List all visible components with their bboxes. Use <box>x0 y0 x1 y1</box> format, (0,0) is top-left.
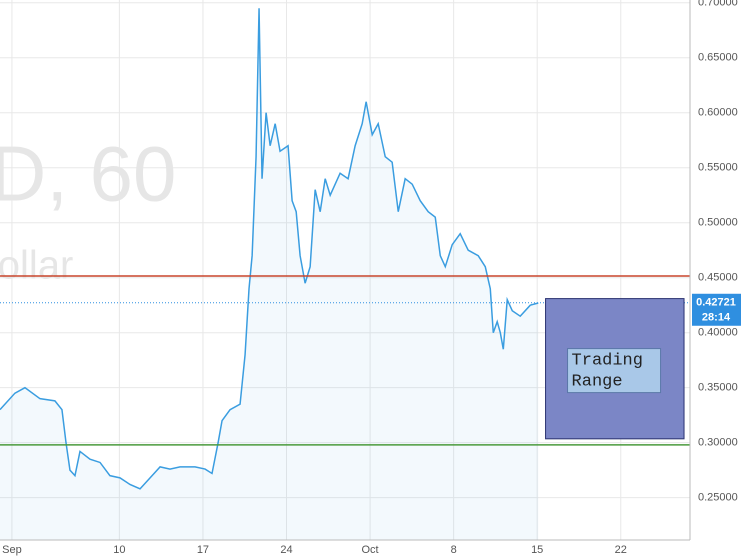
y-tick-label: 0.70000 <box>698 0 738 9</box>
y-tick-label: 0.35000 <box>698 382 738 394</box>
countdown-label: 28:14 <box>702 312 731 324</box>
x-tick-label: Sep <box>2 544 22 556</box>
x-tick-label: 15 <box>531 544 543 556</box>
x-tick-label: 22 <box>615 544 627 556</box>
x-tick-label: 17 <box>197 544 209 556</box>
area <box>0 8 539 540</box>
watermark-currency: S. Dollar <box>0 244 73 288</box>
y-tick-label: 0.60000 <box>698 107 738 119</box>
trading-range-label: Trading Range <box>572 352 643 392</box>
y-tick-label: 0.25000 <box>698 492 738 504</box>
price-label-box <box>692 293 741 326</box>
y-tick-label: 0.40000 <box>698 327 738 339</box>
line <box>0 8 539 490</box>
y-tick-label: 0.55000 <box>698 162 738 174</box>
y-tick-label: 0.30000 <box>698 437 738 449</box>
y-tick-label: 0.65000 <box>698 52 738 64</box>
y-tick-label: 0.45000 <box>698 272 738 284</box>
y-tick-label: 0.50000 <box>698 217 738 229</box>
price-label: 0.42721 <box>696 297 736 309</box>
x-tick-label: Oct <box>362 544 379 556</box>
trading-range-label-box <box>567 348 662 394</box>
x-tick-label: 10 <box>113 544 125 556</box>
x-tick-label: 8 <box>451 544 457 556</box>
watermark-symbol: D, 60 <box>0 130 176 218</box>
x-tick-label: 24 <box>280 544 292 556</box>
